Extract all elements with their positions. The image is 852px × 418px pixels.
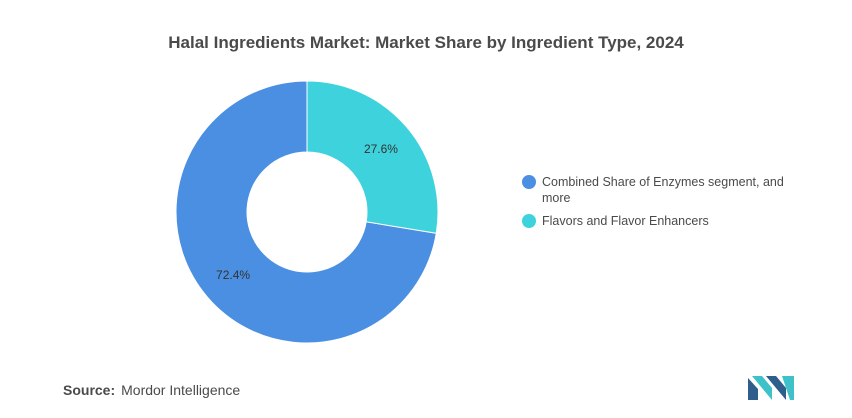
chart-legend: Combined Share of Enzymes segment, and m…	[522, 174, 822, 236]
source-note: Source: Mordor Intelligence	[63, 382, 240, 398]
data-label-flavors: 27.6%	[364, 142, 398, 156]
source-label: Source:	[63, 382, 116, 398]
legend-label-flavors: Flavors and Flavor Enhancers	[542, 214, 709, 228]
donut-slice-flavors	[306, 80, 439, 234]
mordor-intelligence-logo-icon	[748, 376, 794, 400]
donut-slice-enzymes	[175, 80, 437, 344]
legend-label-enzymes: Combined Share of Enzymes segment, and m…	[542, 175, 784, 205]
legend-swatch-flavors	[522, 214, 536, 228]
legend-item-enzymes: Combined Share of Enzymes segment, and m…	[522, 174, 822, 206]
data-label-enzymes: 72.4%	[216, 268, 250, 282]
source-text: Mordor Intelligence	[121, 382, 241, 398]
legend-swatch-enzymes	[522, 175, 536, 189]
chart-title: Halal Ingredients Market: Market Share b…	[168, 33, 684, 52]
legend-item-flavors: Flavors and Flavor Enhancers	[522, 213, 822, 229]
